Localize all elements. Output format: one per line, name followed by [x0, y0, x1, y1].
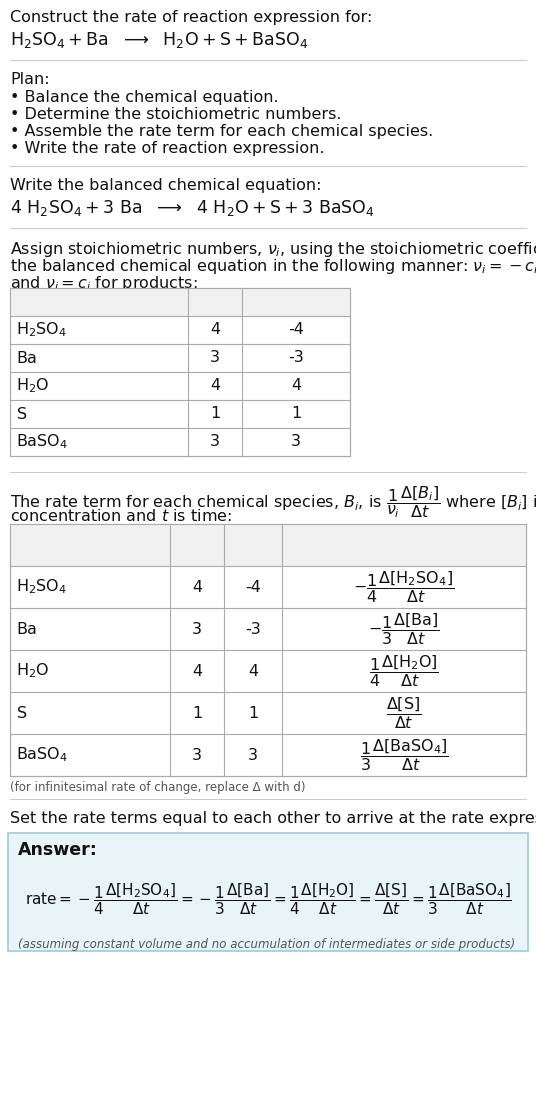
Text: 4: 4	[192, 663, 202, 679]
Text: 3: 3	[210, 350, 220, 366]
FancyBboxPatch shape	[8, 833, 528, 951]
Text: $\mathrm{Ba}$: $\mathrm{Ba}$	[16, 350, 38, 366]
Text: 1: 1	[291, 406, 301, 422]
Text: $-\dfrac{1}{4}\dfrac{\Delta[\mathrm{H_2SO_4}]}{\Delta t}$: $-\dfrac{1}{4}\dfrac{\Delta[\mathrm{H_2S…	[353, 569, 455, 605]
Text: -3: -3	[288, 350, 304, 366]
Text: $\nu_i$: $\nu_i$	[247, 538, 259, 551]
Text: • Determine the stoichiometric numbers.: • Determine the stoichiometric numbers.	[10, 107, 341, 122]
Text: $\mathrm{H_2O}$: $\mathrm{H_2O}$	[16, 377, 49, 395]
Text: $\mathrm{4\ H_2SO_4 + 3\ Ba\ \ {\longrightarrow}\ \ 4\ H_2O + S + 3\ BaSO_4}$: $\mathrm{4\ H_2SO_4 + 3\ Ba\ \ {\longrig…	[10, 198, 375, 219]
Text: $\mathrm{H_2SO_4 + Ba\ \ {\longrightarrow}\ \ H_2O + S + BaSO_4}$: $\mathrm{H_2SO_4 + Ba\ \ {\longrightarro…	[10, 30, 308, 51]
Text: $c_i$: $c_i$	[209, 295, 221, 309]
Bar	[10, 288, 350, 316]
Text: $\mathrm{H_2SO_4}$: $\mathrm{H_2SO_4}$	[16, 578, 67, 596]
Text: 4: 4	[192, 580, 202, 594]
Text: Write the balanced chemical equation:: Write the balanced chemical equation:	[10, 178, 322, 193]
Text: 3: 3	[291, 435, 301, 449]
Text: chemical species: chemical species	[16, 538, 129, 551]
Text: (assuming constant volume and no accumulation of intermediates or side products): (assuming constant volume and no accumul…	[18, 938, 515, 951]
Text: 4: 4	[291, 379, 301, 393]
Text: 1: 1	[248, 706, 258, 720]
Text: $\mathrm{H_2SO_4}$: $\mathrm{H_2SO_4}$	[16, 321, 67, 339]
Text: Answer:: Answer:	[18, 841, 98, 859]
Text: $\mathrm{BaSO_4}$: $\mathrm{BaSO_4}$	[16, 433, 68, 451]
Text: -3: -3	[245, 621, 261, 637]
Text: $\dfrac{1}{4}\dfrac{\Delta[\mathrm{H_2O}]}{\Delta t}$: $\dfrac{1}{4}\dfrac{\Delta[\mathrm{H_2O}…	[369, 653, 439, 690]
Text: rate term: rate term	[373, 538, 435, 551]
Text: 4: 4	[248, 663, 258, 679]
Text: 3: 3	[192, 621, 202, 637]
Text: and $\nu_i = c_i$ for products:: and $\nu_i = c_i$ for products:	[10, 274, 198, 293]
Bar	[10, 288, 350, 456]
Text: $\mathrm{Ba}$: $\mathrm{Ba}$	[16, 621, 38, 637]
Text: $\mathrm{BaSO_4}$: $\mathrm{BaSO_4}$	[16, 746, 68, 764]
Text: 4: 4	[210, 379, 220, 393]
Text: 1: 1	[210, 406, 220, 422]
Text: $\mathrm{rate} = -\dfrac{1}{4}\dfrac{\Delta[\mathrm{H_2SO_4}]}{\Delta t} = -\dfr: $\mathrm{rate} = -\dfrac{1}{4}\dfrac{\De…	[25, 881, 511, 917]
Text: $-\dfrac{1}{3}\dfrac{\Delta[\mathrm{Ba}]}{\Delta t}$: $-\dfrac{1}{3}\dfrac{\Delta[\mathrm{Ba}]…	[368, 610, 440, 647]
Text: chemical species: chemical species	[16, 295, 129, 309]
Text: $\mathrm{S}$: $\mathrm{S}$	[16, 705, 27, 721]
Text: • Write the rate of reaction expression.: • Write the rate of reaction expression.	[10, 141, 324, 156]
Text: $\dfrac{1}{3}\dfrac{\Delta[\mathrm{BaSO_4}]}{\Delta t}$: $\dfrac{1}{3}\dfrac{\Delta[\mathrm{BaSO_…	[360, 737, 449, 773]
Bar	[10, 524, 526, 776]
Bar	[10, 524, 526, 565]
Text: -4: -4	[288, 323, 304, 337]
Text: -4: -4	[245, 580, 261, 594]
Text: 4: 4	[210, 323, 220, 337]
Text: The rate term for each chemical species, $B_i$, is $\dfrac{1}{\nu_i}\dfrac{\Delt: The rate term for each chemical species,…	[10, 484, 536, 520]
Text: • Assemble the rate term for each chemical species.: • Assemble the rate term for each chemic…	[10, 124, 433, 139]
Text: Construct the rate of reaction expression for:: Construct the rate of reaction expressio…	[10, 10, 373, 25]
Text: 1: 1	[192, 706, 202, 720]
Text: the balanced chemical equation in the following manner: $\nu_i = -c_i$ for react: the balanced chemical equation in the fo…	[10, 257, 536, 276]
Text: 3: 3	[210, 435, 220, 449]
Text: $\mathrm{S}$: $\mathrm{S}$	[16, 406, 27, 422]
Text: Assign stoichiometric numbers, $\nu_i$, using the stoichiometric coefficients, $: Assign stoichiometric numbers, $\nu_i$, …	[10, 240, 536, 259]
Text: concentration and $t$ is time:: concentration and $t$ is time:	[10, 508, 232, 524]
Text: Plan:: Plan:	[10, 72, 50, 87]
Text: $\nu_i$: $\nu_i$	[290, 295, 302, 309]
Text: $c_i$: $c_i$	[191, 538, 203, 551]
Text: 3: 3	[192, 748, 202, 762]
Text: $\mathrm{H_2O}$: $\mathrm{H_2O}$	[16, 662, 49, 681]
Text: (for infinitesimal rate of change, replace Δ with d): (for infinitesimal rate of change, repla…	[10, 781, 306, 794]
Text: • Balance the chemical equation.: • Balance the chemical equation.	[10, 90, 279, 105]
Text: Set the rate terms equal to each other to arrive at the rate expression:: Set the rate terms equal to each other t…	[10, 811, 536, 826]
Text: 3: 3	[248, 748, 258, 762]
Text: $\dfrac{\Delta[\mathrm{S}]}{\Delta t}$: $\dfrac{\Delta[\mathrm{S}]}{\Delta t}$	[386, 695, 422, 731]
